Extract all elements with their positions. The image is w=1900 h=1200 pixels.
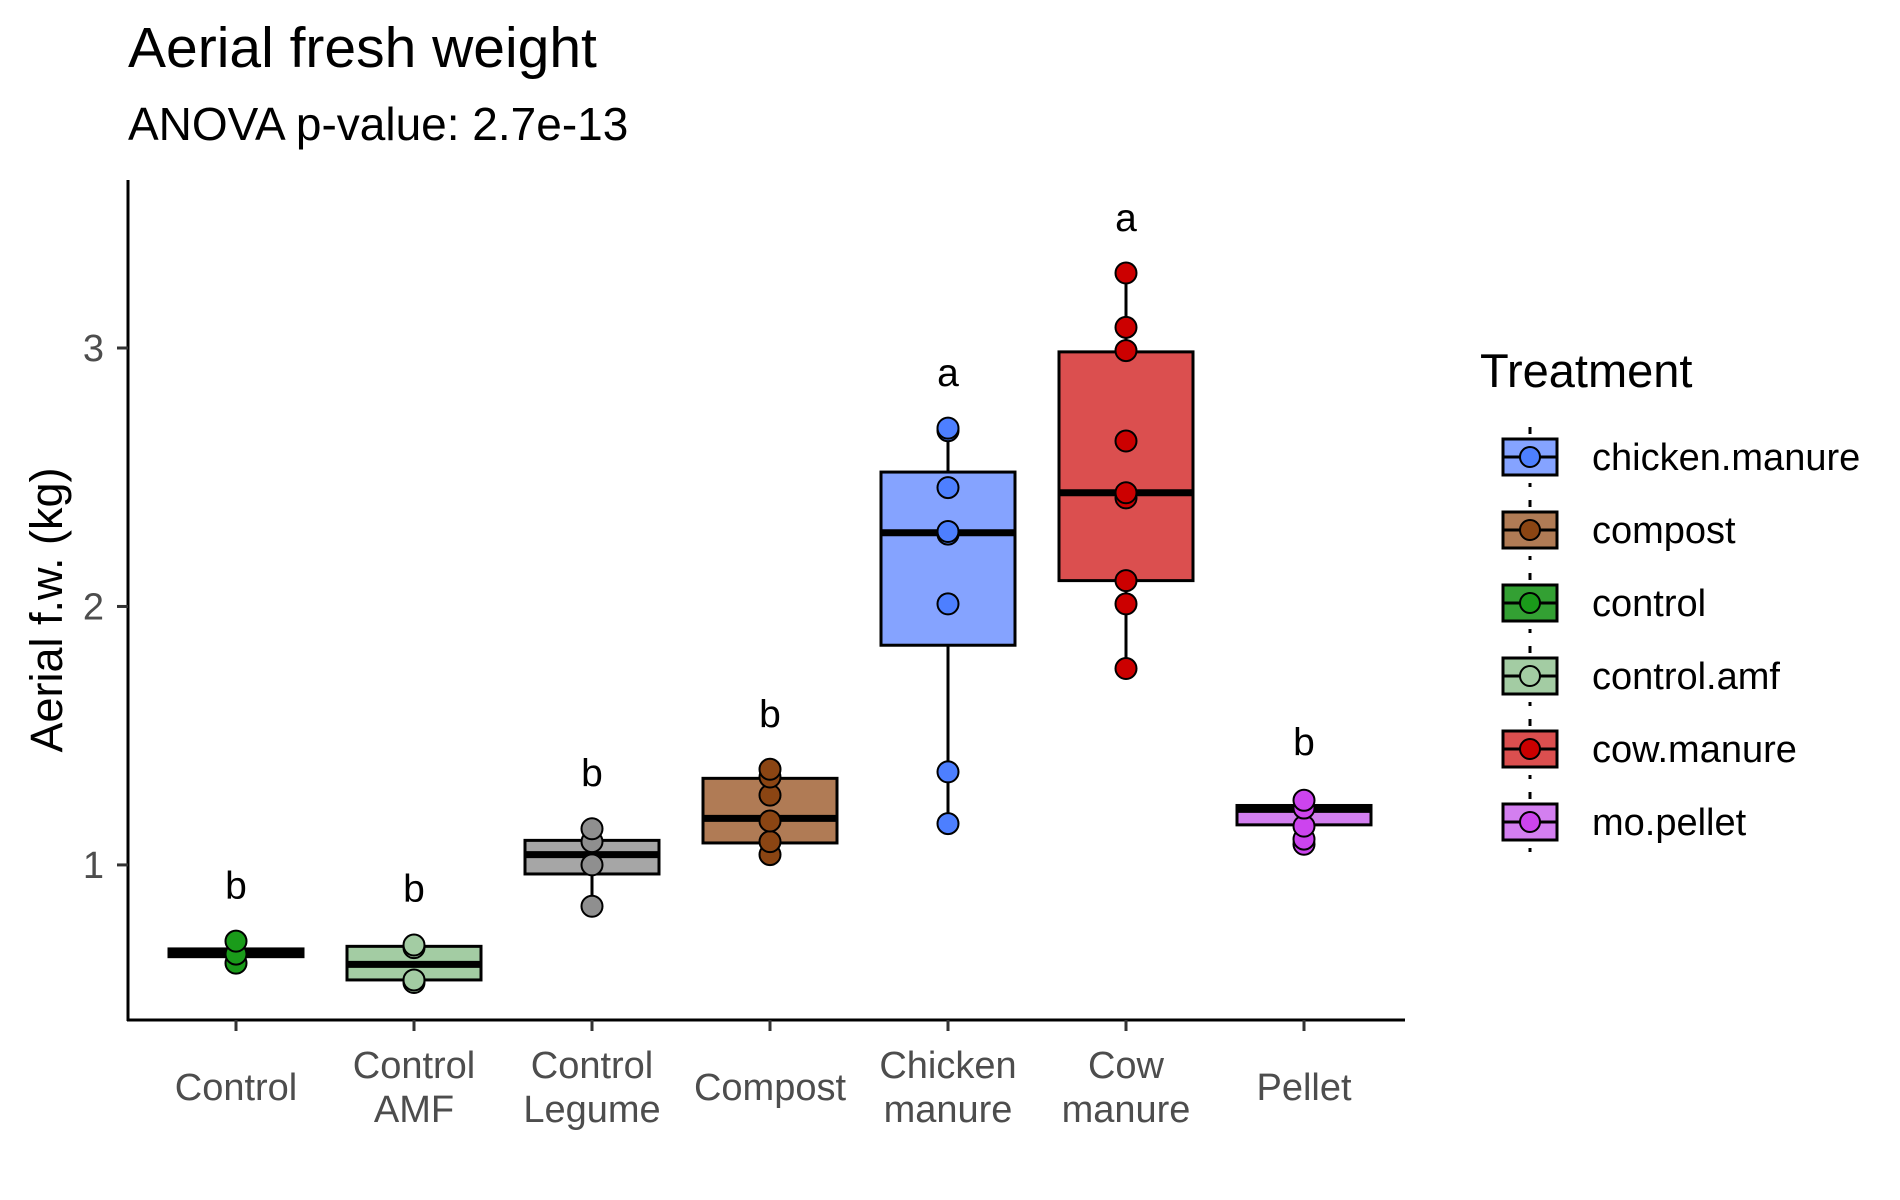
legend-label: mo.pellet (1592, 802, 1747, 844)
data-point (936, 812, 960, 836)
x-tick-label: Control AMF (353, 1045, 476, 1131)
box-group-chicken.manure: a (879, 352, 1017, 836)
data-point (936, 592, 960, 616)
legend-key-point (1519, 519, 1541, 541)
box (1057, 350, 1195, 583)
plot-area: 1 2 3 Control Control AMF Control Legume Compost… (83, 180, 1405, 1131)
legend: Treatment chicken.manure compost control co… (1480, 344, 1860, 852)
legend-key-point (1519, 446, 1541, 468)
box-group-control.legume: b (523, 753, 661, 918)
legend-item-cow.manure: cow.manure (1501, 719, 1797, 779)
data-point (1114, 592, 1138, 616)
legend-title: Treatment (1480, 344, 1692, 397)
box-group-cow.manure: a (1057, 197, 1195, 680)
legend-label: compost (1592, 510, 1736, 552)
x-tick-label: Cow manure (1062, 1045, 1191, 1131)
data-point (758, 830, 782, 854)
significance-letter: b (581, 753, 603, 796)
x-tick-label: Control (175, 1067, 298, 1109)
chart-title: Aerial fresh weight (128, 16, 597, 80)
y-tick-label: 3 (83, 328, 104, 370)
legend-key-point (1519, 811, 1541, 833)
legend-label: control (1592, 583, 1706, 625)
data-point (1114, 569, 1138, 593)
significance-letter: a (937, 352, 959, 395)
box-group-mo.pellet: b (1235, 722, 1373, 856)
legend-item-compost: compost (1501, 500, 1736, 560)
x-tick-label: Pellet (1256, 1067, 1351, 1109)
data-point (1114, 261, 1138, 285)
data-point (936, 760, 960, 784)
data-point (580, 817, 604, 841)
significance-letter: b (1293, 722, 1315, 765)
y-tick-label: 1 (83, 845, 104, 887)
data-point (1292, 788, 1316, 812)
box-group-control.amf: b (345, 868, 483, 995)
data-point (1114, 481, 1138, 505)
legend-item-control.amf: control.amf (1501, 646, 1780, 706)
legend-item-chicken.manure: chicken.manure (1501, 427, 1860, 487)
legend-label: control.amf (1592, 656, 1780, 698)
data-point (580, 853, 604, 877)
data-point (936, 476, 960, 500)
data-point (1114, 429, 1138, 453)
data-point (402, 933, 426, 957)
x-tick-label: Chicken manure (879, 1045, 1016, 1131)
significance-letter: b (225, 865, 247, 908)
significance-letter: b (759, 693, 781, 736)
legend-label: cow.manure (1592, 729, 1797, 771)
data-point (936, 416, 960, 440)
y-tick-label: 2 (83, 586, 104, 628)
box (879, 470, 1017, 647)
legend-item-mo.pellet: mo.pellet (1501, 792, 1747, 852)
legend-key-point (1519, 665, 1541, 687)
data-point (758, 809, 782, 833)
legend-key-point (1519, 738, 1541, 760)
data-point (224, 929, 248, 953)
significance-letter: b (403, 868, 425, 911)
box-group-control: b (167, 865, 305, 975)
legend-item-control: control (1501, 573, 1706, 633)
legend-label: chicken.manure (1592, 437, 1860, 479)
chart-subtitle: ANOVA p-value: 2.7e-13 (128, 98, 628, 150)
significance-letter: a (1115, 197, 1137, 240)
y-axis-label: Aerial f.w. (kg) (21, 467, 72, 752)
x-tick-label: Control Legume (523, 1045, 660, 1131)
box-group-compost: b (701, 693, 839, 867)
data-point (402, 968, 426, 992)
data-point (580, 894, 604, 918)
legend-key-point (1519, 592, 1541, 614)
data-point (1114, 656, 1138, 680)
data-point (1114, 339, 1138, 363)
data-point (758, 757, 782, 781)
data-point (936, 520, 960, 544)
x-tick-label: Compost (694, 1067, 846, 1109)
data-point (1114, 315, 1138, 339)
